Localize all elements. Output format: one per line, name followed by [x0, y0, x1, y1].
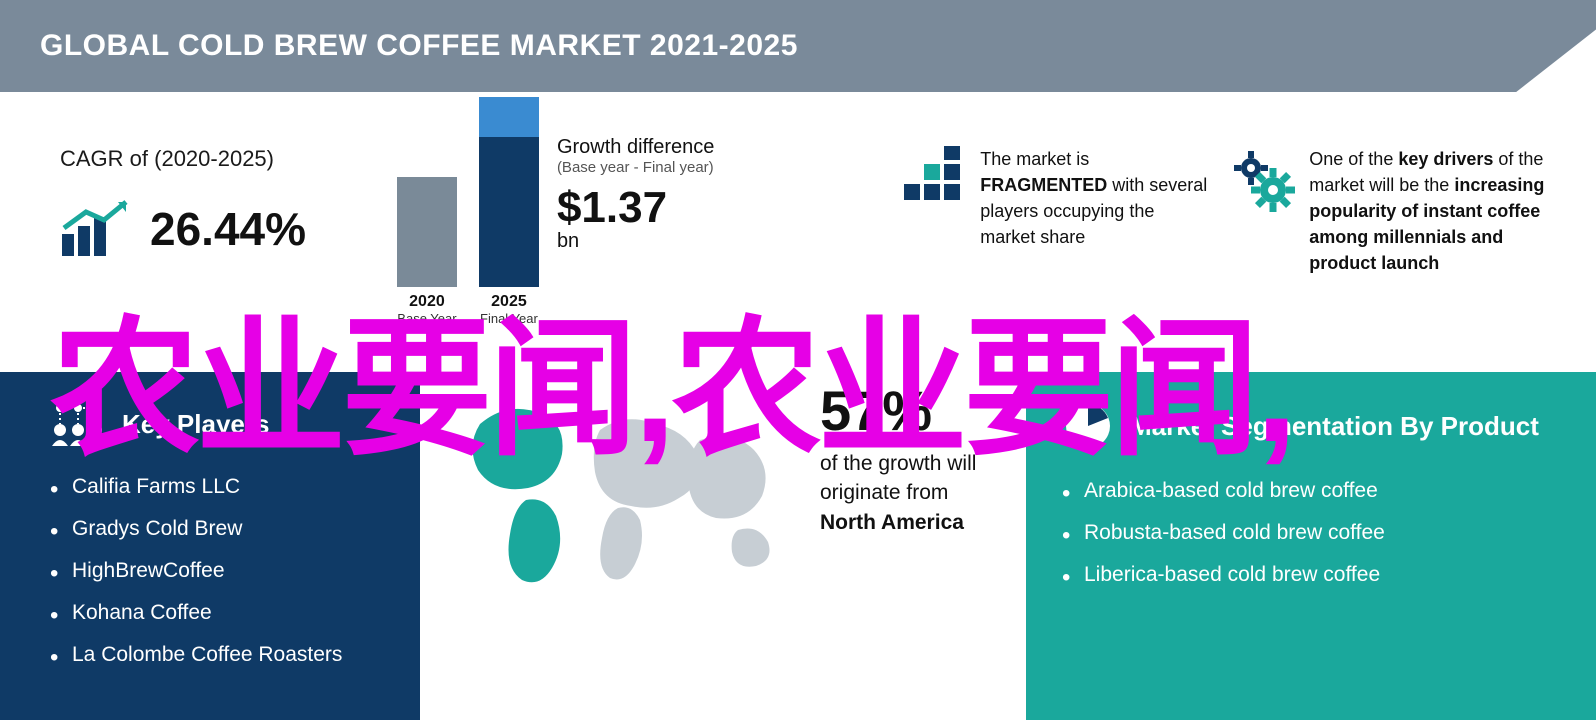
people-network-icon: [50, 400, 106, 448]
segmentation-list: Arabica-based cold brew coffee Robusta-b…: [1062, 470, 1560, 596]
bar-base-year-label: 2020: [409, 293, 445, 311]
bar-base-year-sublabel: Base Year: [397, 311, 456, 326]
list-item: HighBrewCoffee: [50, 550, 390, 592]
bar-base-year: [397, 177, 457, 287]
segmentation-heading: Market Segmentation By Product: [1130, 411, 1539, 442]
list-item: Liberica-based cold brew coffee: [1062, 554, 1560, 596]
region-percent: 57%: [820, 378, 1026, 443]
growth-diff-label: Growth difference: [557, 136, 715, 159]
region-desc-bold: North America: [820, 511, 964, 534]
key-driver-block: One of the key drivers of the market wil…: [1229, 116, 1566, 276]
pie-chart-icon: [1062, 400, 1114, 452]
cagr-value: 26.44%: [150, 202, 306, 256]
list-item: Gradys Cold Brew: [50, 508, 390, 550]
region-panel: 57% of the growth will originate from No…: [420, 372, 1026, 720]
growth-mini-bar-chart: 2020 Base Year 2025 Final Year: [397, 116, 539, 326]
fragmented-text-bold: FRAGMENTED: [980, 175, 1107, 195]
growth-diff-sublabel: (Base year - Final year): [557, 159, 715, 176]
key-players-panel: Key Players Califia Farms LLC Gradys Col…: [0, 372, 420, 720]
region-desc: of the growth will originate from North …: [820, 449, 1026, 537]
top-stats-row: CAGR of (2020-2025) 26.44% 2020 Base Yea…: [0, 92, 1596, 372]
page-title: GLOBAL COLD BREW COFFEE MARKET 2021-2025: [40, 29, 798, 63]
key-players-heading: Key Players: [122, 409, 269, 440]
bottom-row: Key Players Califia Farms LLC Gradys Col…: [0, 372, 1596, 720]
driver-text-pre: One of the: [1309, 149, 1398, 169]
cagr-block: CAGR of (2020-2025) 26.44%: [60, 116, 377, 258]
fragment-squares-icon: [902, 146, 964, 250]
growth-bar-arrow-icon: [60, 200, 132, 258]
cagr-label: CAGR of (2020-2025): [60, 146, 377, 172]
driver-text-bold1: key drivers: [1398, 149, 1493, 169]
list-item: Robusta-based cold brew coffee: [1062, 512, 1560, 554]
fragmented-block: The market is FRAGMENTED with several pl…: [902, 116, 1209, 250]
list-item: Kohana Coffee: [50, 592, 390, 634]
fragmented-text: The market is FRAGMENTED with several pl…: [980, 146, 1209, 250]
bar-final-year-sublabel: Final Year: [480, 311, 538, 326]
header-bar: GLOBAL COLD BREW COFFEE MARKET 2021-2025: [0, 0, 1596, 92]
gears-icon: [1229, 146, 1295, 276]
bar-final-year-label: 2025: [491, 293, 527, 311]
region-desc-pre: of the growth will originate from: [820, 452, 976, 504]
growth-diff-value: $1.37: [557, 186, 715, 230]
fragmented-text-pre: The market is: [980, 149, 1089, 169]
list-item: La Colombe Coffee Roasters: [50, 634, 390, 676]
list-item: Arabica-based cold brew coffee: [1062, 470, 1560, 512]
bar-final-year: [479, 97, 539, 287]
list-item: Califia Farms LLC: [50, 466, 390, 508]
growth-difference-block: 2020 Base Year 2025 Final Year Growth di…: [397, 116, 882, 326]
segmentation-panel: Market Segmentation By Product Arabica-b…: [1026, 372, 1596, 720]
key-players-list: Califia Farms LLC Gradys Cold Brew HighB…: [50, 466, 390, 676]
key-driver-text: One of the key drivers of the market wil…: [1309, 146, 1566, 276]
growth-diff-unit: bn: [557, 230, 715, 253]
